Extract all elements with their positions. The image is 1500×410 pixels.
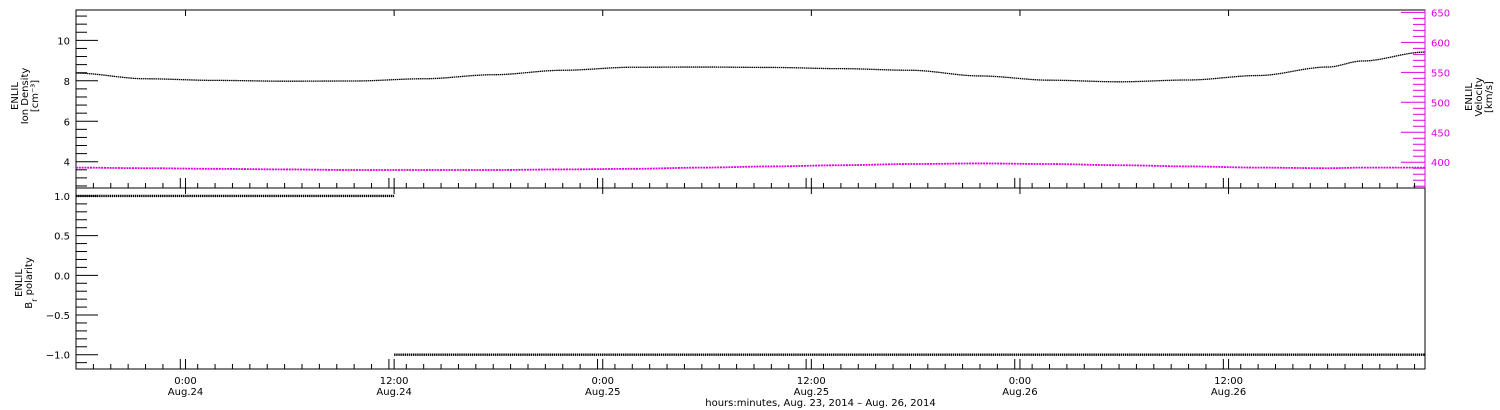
polarity-axis-title-line: ENLIL — [14, 269, 25, 297]
polarity-axis-tick-label: 0.0 — [54, 271, 70, 282]
bottom-panel-frame — [75, 187, 1426, 370]
x-axis-title: hours:minutes, Aug. 23, 2014 – Aug. 26, … — [705, 398, 936, 409]
polarity-axis-tick-label: 1.0 — [54, 192, 70, 203]
velocity-axis-title-line: [km/s] — [1484, 81, 1495, 113]
density-axis-tick-label: 8 — [64, 77, 70, 88]
velocity-axis-tick-label: 600 — [1431, 38, 1450, 49]
x-axis-time-label: 12:00 — [380, 376, 409, 387]
x-axis-time-label: 12:00 — [797, 376, 826, 387]
density-axis-title: ENLIL Ion Density [cm⁻³] — [10, 68, 41, 125]
density-axis-tick-label: 10 — [57, 36, 70, 47]
velocity-axis-title: ENLIL Velocity [km/s] — [1464, 77, 1495, 116]
x-axis-time-label: 0:00 — [1009, 376, 1031, 387]
velocity-axis-title-line: Velocity — [1474, 77, 1485, 116]
density-axis-title-line: [cm⁻³] — [30, 80, 41, 112]
x-axis-time-label: 0:00 — [174, 376, 196, 387]
density-axis-title-line: Ion Density — [20, 68, 31, 125]
x-axis-date-label: Aug.25 — [794, 387, 829, 398]
velocity-axis-tick-label: 400 — [1431, 158, 1450, 169]
top-panel-frame — [75, 9, 1426, 189]
velocity-series-line — [76, 162, 1425, 171]
x-axis-date-label: Aug.26 — [1002, 387, 1037, 398]
polarity-axis-title-line: Br polarity — [24, 257, 39, 309]
density-axis-tick-label: 4 — [64, 158, 70, 169]
polarity-axis-tick-label: 0.5 — [54, 232, 70, 243]
velocity-axis-tick-label: 500 — [1431, 98, 1450, 109]
x-axis-date-label: Aug.24 — [168, 387, 203, 398]
polarity-axis-tick-label: −1.0 — [46, 351, 70, 362]
ion-density-series-line — [75, 51, 1426, 83]
x-axis-date-label: Aug.25 — [585, 387, 620, 398]
velocity-axis-tick-label: 550 — [1431, 68, 1450, 79]
x-axis-date-label: Aug.26 — [1211, 387, 1246, 398]
x-axis-time-label: 12:00 — [1214, 376, 1243, 387]
density-axis-tick-label: 6 — [64, 117, 70, 128]
velocity-axis-tick-label: 450 — [1431, 128, 1450, 139]
velocity-axis-tick-label: 650 — [1431, 8, 1450, 19]
polarity-axis-tick-label: −0.5 — [46, 311, 70, 322]
x-axis-time-label: 0:00 — [592, 376, 614, 387]
velocity-axis-title-line: ENLIL — [1464, 83, 1475, 111]
density-axis-title-line: ENLIL — [10, 82, 21, 110]
x-axis-date-label: Aug.24 — [376, 387, 411, 398]
